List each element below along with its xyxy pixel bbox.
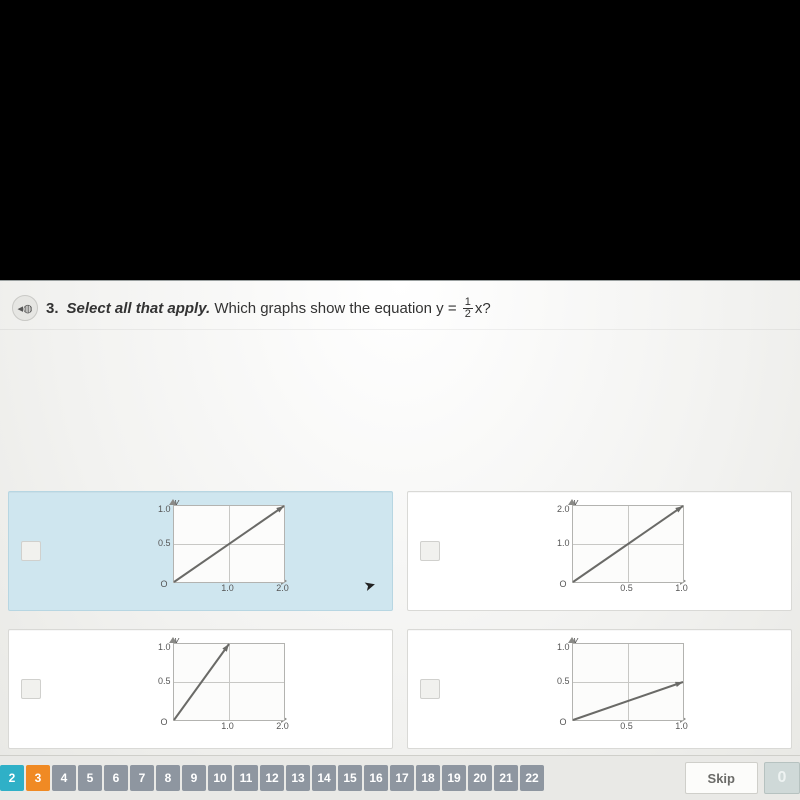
audio-icon[interactable]: ◂◍: [12, 295, 38, 321]
pager-item[interactable]: 13: [286, 765, 310, 791]
plot-line-a: [174, 506, 284, 582]
question-number: 3.: [46, 300, 59, 317]
xtick-mid: 1.0: [221, 583, 234, 593]
checkbox-a[interactable]: [21, 541, 41, 561]
pager-item[interactable]: 21: [494, 765, 518, 791]
cursor-icon: ➤: [362, 576, 378, 595]
choices-row-1: y x O 1.0 0.5 1.0: [8, 491, 792, 611]
plot-area-d: [572, 643, 684, 721]
ytick-top: 2.0: [552, 504, 570, 514]
pager-item[interactable]: 18: [416, 765, 440, 791]
xtick-end: 1.0: [675, 721, 688, 731]
plot-line-d: [573, 644, 683, 720]
graph-c: y x O 1.0 0.5 1.0: [143, 637, 293, 741]
xtick-end: 2.0: [276, 583, 289, 593]
plot-line-c: [174, 644, 284, 720]
app-screen: ◂◍ 3. Select all that apply. Which graph…: [0, 280, 800, 800]
graph-b-wrap: y x O 2.0 1.0 0.5: [448, 502, 785, 600]
ytick-mid: 0.5: [552, 676, 570, 686]
ytick-top: 1.0: [153, 642, 171, 652]
pager-item[interactable]: 19: [442, 765, 466, 791]
choices-grid: y x O 1.0 0.5 1.0: [0, 491, 800, 767]
xtick-end: 1.0: [675, 583, 688, 593]
ytick-mid: 0.5: [153, 676, 171, 686]
skip-button[interactable]: Skip: [685, 762, 758, 794]
graph-c-wrap: y x O 1.0 0.5 1.0: [49, 640, 386, 738]
pager-item[interactable]: 11: [234, 765, 258, 791]
checkbox-d[interactable]: [420, 679, 440, 699]
fraction-denominator: 2: [463, 309, 473, 320]
question-instruction: Select all that apply.: [67, 300, 211, 317]
fraction-numerator: 1: [463, 297, 473, 309]
pager-item[interactable]: 3: [26, 765, 50, 791]
plot-area-c: [173, 643, 285, 721]
question-body: Which graphs show the equation: [214, 300, 436, 317]
choice-a[interactable]: y x O 1.0 0.5 1.0: [8, 491, 393, 611]
pager-item[interactable]: 16: [364, 765, 388, 791]
ytick-mid: 0.5: [153, 538, 171, 548]
graph-a: y x O 1.0 0.5 1.0: [143, 499, 293, 603]
ytick-top: 1.0: [153, 504, 171, 514]
pager-item[interactable]: 2: [0, 765, 24, 791]
pager-item[interactable]: 20: [468, 765, 492, 791]
footer-bar: 2345678910111213141516171819202122 Skip …: [0, 755, 800, 800]
plot-area-b: [572, 505, 684, 583]
origin-label: O: [161, 579, 168, 589]
pager-item[interactable]: 14: [312, 765, 336, 791]
pager-item[interactable]: 6: [104, 765, 128, 791]
pager-item[interactable]: 9: [182, 765, 206, 791]
question-text: Select all that apply. Which graphs show…: [67, 297, 491, 320]
pager-item[interactable]: 4: [52, 765, 76, 791]
choice-d[interactable]: y x O 1.0 0.5 0.5: [407, 629, 792, 749]
graph-b: y x O 2.0 1.0 0.5: [542, 499, 692, 603]
choice-c[interactable]: y x O 1.0 0.5 1.0: [8, 629, 393, 749]
question-bar: ◂◍ 3. Select all that apply. Which graph…: [0, 281, 800, 330]
choices-row-2: y x O 1.0 0.5 1.0: [8, 629, 792, 749]
question-pager: 2345678910111213141516171819202122: [0, 765, 544, 791]
ytick-mid: 1.0: [552, 538, 570, 548]
choice-b[interactable]: y x O 2.0 1.0 0.5: [407, 491, 792, 611]
plot-line-b: [573, 506, 683, 582]
pager-item[interactable]: 7: [130, 765, 154, 791]
pager-item[interactable]: 12: [260, 765, 284, 791]
pager-item[interactable]: 17: [390, 765, 414, 791]
graph-d-wrap: y x O 1.0 0.5 0.5: [448, 640, 785, 738]
pager-item[interactable]: 10: [208, 765, 232, 791]
xtick-mid: 1.0: [221, 721, 234, 731]
chevron-right-icon: 0: [778, 769, 787, 787]
next-button[interactable]: 0: [764, 762, 800, 794]
pager-item[interactable]: 5: [78, 765, 102, 791]
ytick-top: 1.0: [552, 642, 570, 652]
xtick-mid: 0.5: [620, 721, 633, 731]
origin-label: O: [560, 717, 567, 727]
plot-area-a: [173, 505, 285, 583]
equation-lhs: y =: [436, 300, 461, 317]
skip-label: Skip: [708, 771, 735, 786]
origin-label: O: [560, 579, 567, 589]
pager-item[interactable]: 8: [156, 765, 180, 791]
equation-rhs: x?: [475, 300, 491, 317]
checkbox-b[interactable]: [420, 541, 440, 561]
speaker-icon: ◂◍: [17, 302, 32, 315]
checkbox-c[interactable]: [21, 679, 41, 699]
equation-fraction: 12: [463, 297, 473, 320]
xtick-end: 2.0: [276, 721, 289, 731]
pager-item[interactable]: 15: [338, 765, 362, 791]
graph-a-wrap: y x O 1.0 0.5 1.0: [49, 502, 386, 600]
pager-item[interactable]: 22: [520, 765, 544, 791]
origin-label: O: [161, 717, 168, 727]
xtick-mid: 0.5: [620, 583, 633, 593]
graph-d: y x O 1.0 0.5 0.5: [542, 637, 692, 741]
